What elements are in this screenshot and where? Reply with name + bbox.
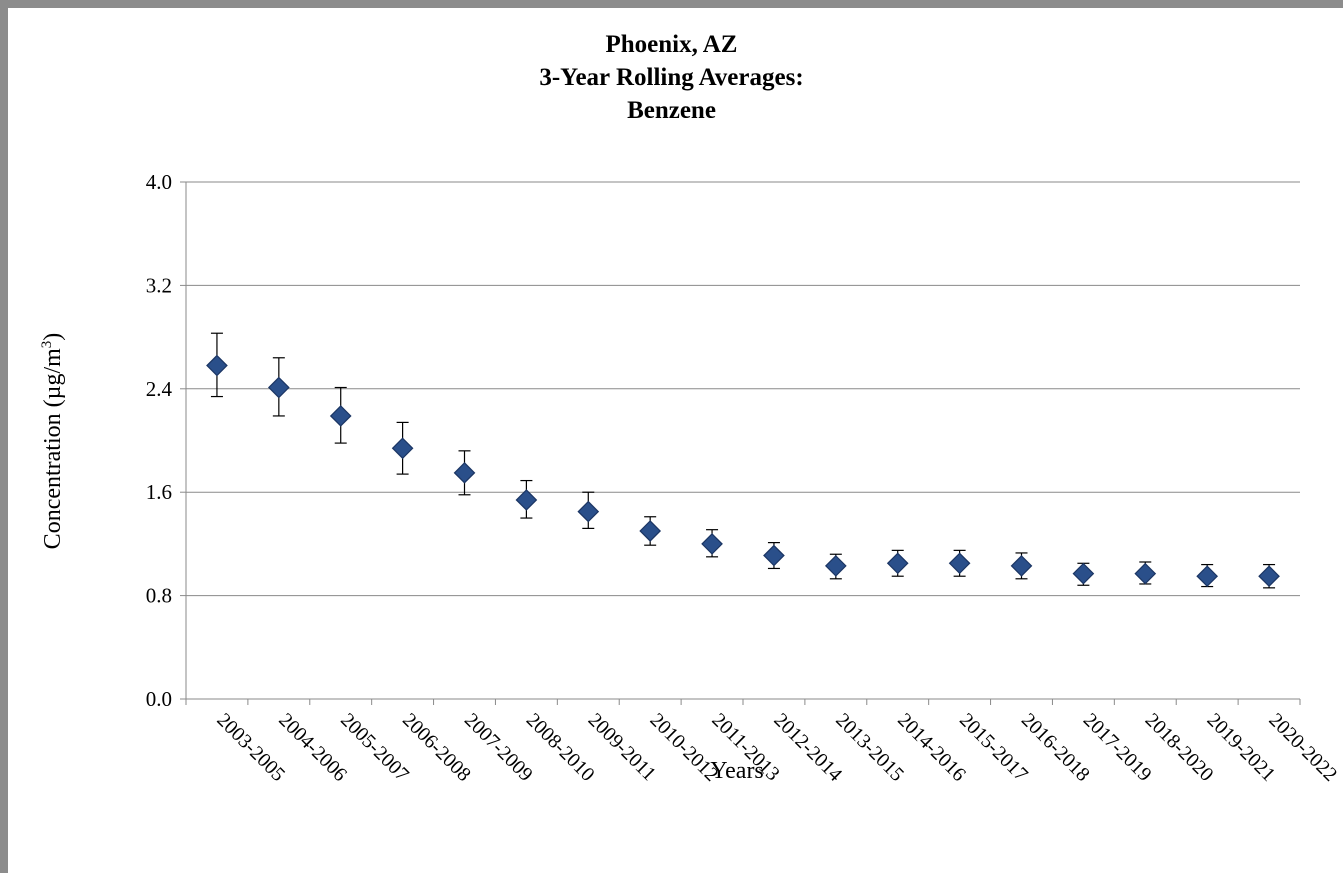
y-tick-label-4: 3.2 xyxy=(146,273,172,297)
y-tick-label-2: 1.6 xyxy=(146,480,172,504)
y-tick-label-3: 2.4 xyxy=(146,377,173,401)
axes xyxy=(180,181,1301,705)
x-tick-labels: 2003-20052004-20062005-20072006-20082007… xyxy=(212,709,1341,786)
data-point-13 xyxy=(1010,555,1033,577)
chart-title-line-3: Benzene xyxy=(627,97,716,124)
data-points xyxy=(206,354,1280,588)
data-point-17 xyxy=(1258,565,1280,588)
data-point-7 xyxy=(639,520,662,542)
x-tick-label-17: 2020-2022 xyxy=(1265,709,1342,786)
gridlines xyxy=(186,181,1300,597)
data-point-11 xyxy=(886,552,909,575)
y-tick-label-0: 0.0 xyxy=(146,687,172,711)
data-point-9 xyxy=(763,544,785,567)
data-point-0 xyxy=(206,354,228,377)
y-tick-label-5: 4.0 xyxy=(146,170,172,194)
data-point-4 xyxy=(453,461,476,484)
error-bars xyxy=(210,332,1276,589)
y-tick-label-1: 0.8 xyxy=(146,584,172,608)
x-axis-title: Years xyxy=(710,758,764,784)
y-axis-title: Concentration (µg/m3) xyxy=(39,333,66,550)
chart-title: Phoenix, AZ 3-Year Rolling Averages: Ben… xyxy=(0,28,1343,127)
data-point-14 xyxy=(1072,562,1095,585)
y-axis-title-superscript: 3 xyxy=(39,341,55,349)
data-point-12 xyxy=(948,552,971,575)
data-point-6 xyxy=(577,500,600,523)
data-point-3 xyxy=(391,437,414,460)
chart-title-line-2: 3-Year Rolling Averages: xyxy=(539,64,804,91)
chart-title-line-1: Phoenix, AZ xyxy=(605,31,738,58)
data-point-2 xyxy=(329,405,352,427)
data-point-10 xyxy=(824,555,847,577)
data-point-16 xyxy=(1196,565,1219,588)
data-point-15 xyxy=(1134,562,1157,585)
y-tick-labels: 0.0 0.8 1.6 2.4 3.2 4.0 xyxy=(146,170,173,711)
y-axis-title-main: Concentration (µg/m xyxy=(40,348,66,549)
y-axis-title-suffix: ) xyxy=(40,333,66,341)
data-point-5 xyxy=(515,489,538,511)
data-point-8 xyxy=(701,533,723,555)
data-point-1 xyxy=(267,376,290,399)
